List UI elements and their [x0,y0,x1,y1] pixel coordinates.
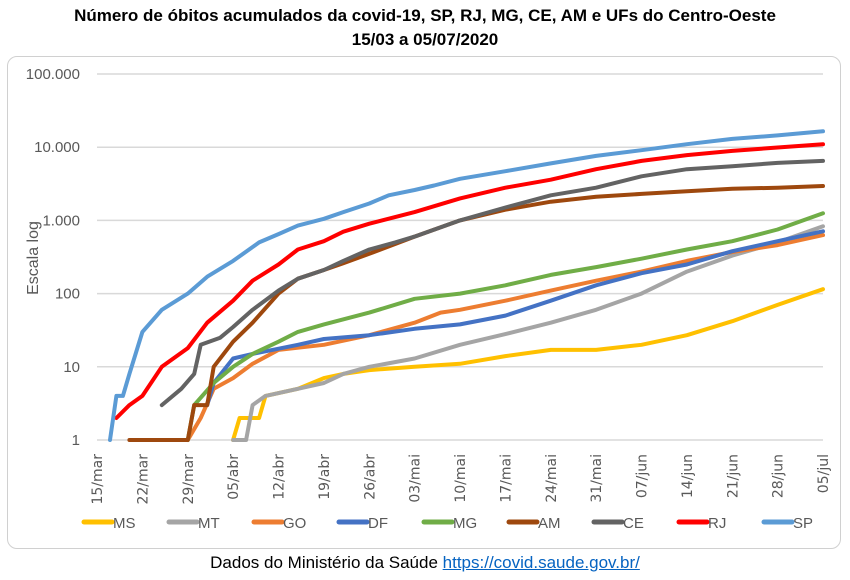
grid [97,73,823,441]
x-tick-label: 28/jun [771,454,787,498]
legend-label: DF [368,515,388,532]
series-line-rj [114,142,825,420]
legend-label: GO [283,515,306,532]
legend-item-ce: CE [591,515,644,532]
series-line-ce [159,158,825,408]
x-tick-label: 05/abr [226,454,242,500]
y-tick-label: 10.000 [34,139,80,156]
x-tick-label: 10/mai [453,454,469,503]
x-tick-label: 24/mai [544,454,560,503]
chart-subtitle: 15/03 a 05/07/2020 [351,30,499,49]
series-line-df [205,229,825,408]
legend-item-rj: RJ [676,515,726,532]
x-tick-label: 05/jul [816,454,832,493]
legend-item-go: GO [251,515,306,532]
legend-label: MG [453,515,477,532]
chart-frame [7,56,841,549]
legend-label: RJ [708,515,726,532]
series-lines [108,129,825,442]
legend-label: MT [198,515,220,532]
x-tick-label: 22/mar [135,454,151,505]
legend-item-am: AM [506,515,561,532]
x-tick-label: 14/jun [680,454,696,498]
series-line-mg [185,211,825,442]
legend-label: CE [623,515,644,532]
series-line-go [185,233,825,442]
y-tick-label: 1.000 [42,212,80,229]
legend-label: SP [793,515,813,532]
legend-item-sp: SP [761,515,813,532]
series-line-sp [108,129,825,442]
y-tick-label: 100.000 [26,66,80,83]
legend-label: AM [538,515,561,532]
legend-item-df: DF [336,515,388,532]
legend-label: MS [113,515,136,532]
y-tick-label: 10 [63,359,80,376]
legend-item-ms: MS [81,515,136,532]
x-tick-label: 26/abr [362,454,378,500]
x-tick-label: 17/mai [498,454,514,503]
source-link[interactable]: https://covid.saude.gov.br/ [442,553,640,572]
y-axis-ticks: 1 10 100 1.000 10.000 100.000 [26,66,80,449]
legend-item-mg: MG [421,515,477,532]
legend-item-mt: MT [166,515,220,532]
footer: Dados do Ministério da Saúde https://cov… [0,553,850,573]
x-axis-ticks: 15/mar 22/mar 29/mar 05/abr 12/abr 19/abr 26/a… [90,454,832,505]
legend: MS MT GO DF MG AM CE RJ SP [81,515,813,532]
series-line-mt [231,224,825,442]
x-tick-label: 21/jun [725,454,741,498]
source-text: Dados do Ministério da Saúde [210,553,438,572]
x-tick-label: 29/mar [181,454,197,505]
series-line-ms [231,287,825,442]
y-tick-label: 100 [55,286,80,303]
chart-title: Número de óbitos acumulados da covid-19,… [74,6,776,25]
y-tick-label: 1 [72,432,80,449]
x-tick-label: 15/mar [90,454,106,505]
y-axis-label: Escala log [25,221,42,295]
x-tick-label: 07/jun [635,454,651,498]
x-tick-label: 12/abr [272,454,288,500]
x-tick-label: 03/mai [408,454,424,503]
series-line-am [127,184,825,442]
x-tick-label: 19/abr [317,454,333,500]
x-tick-label: 31/mai [589,454,605,503]
